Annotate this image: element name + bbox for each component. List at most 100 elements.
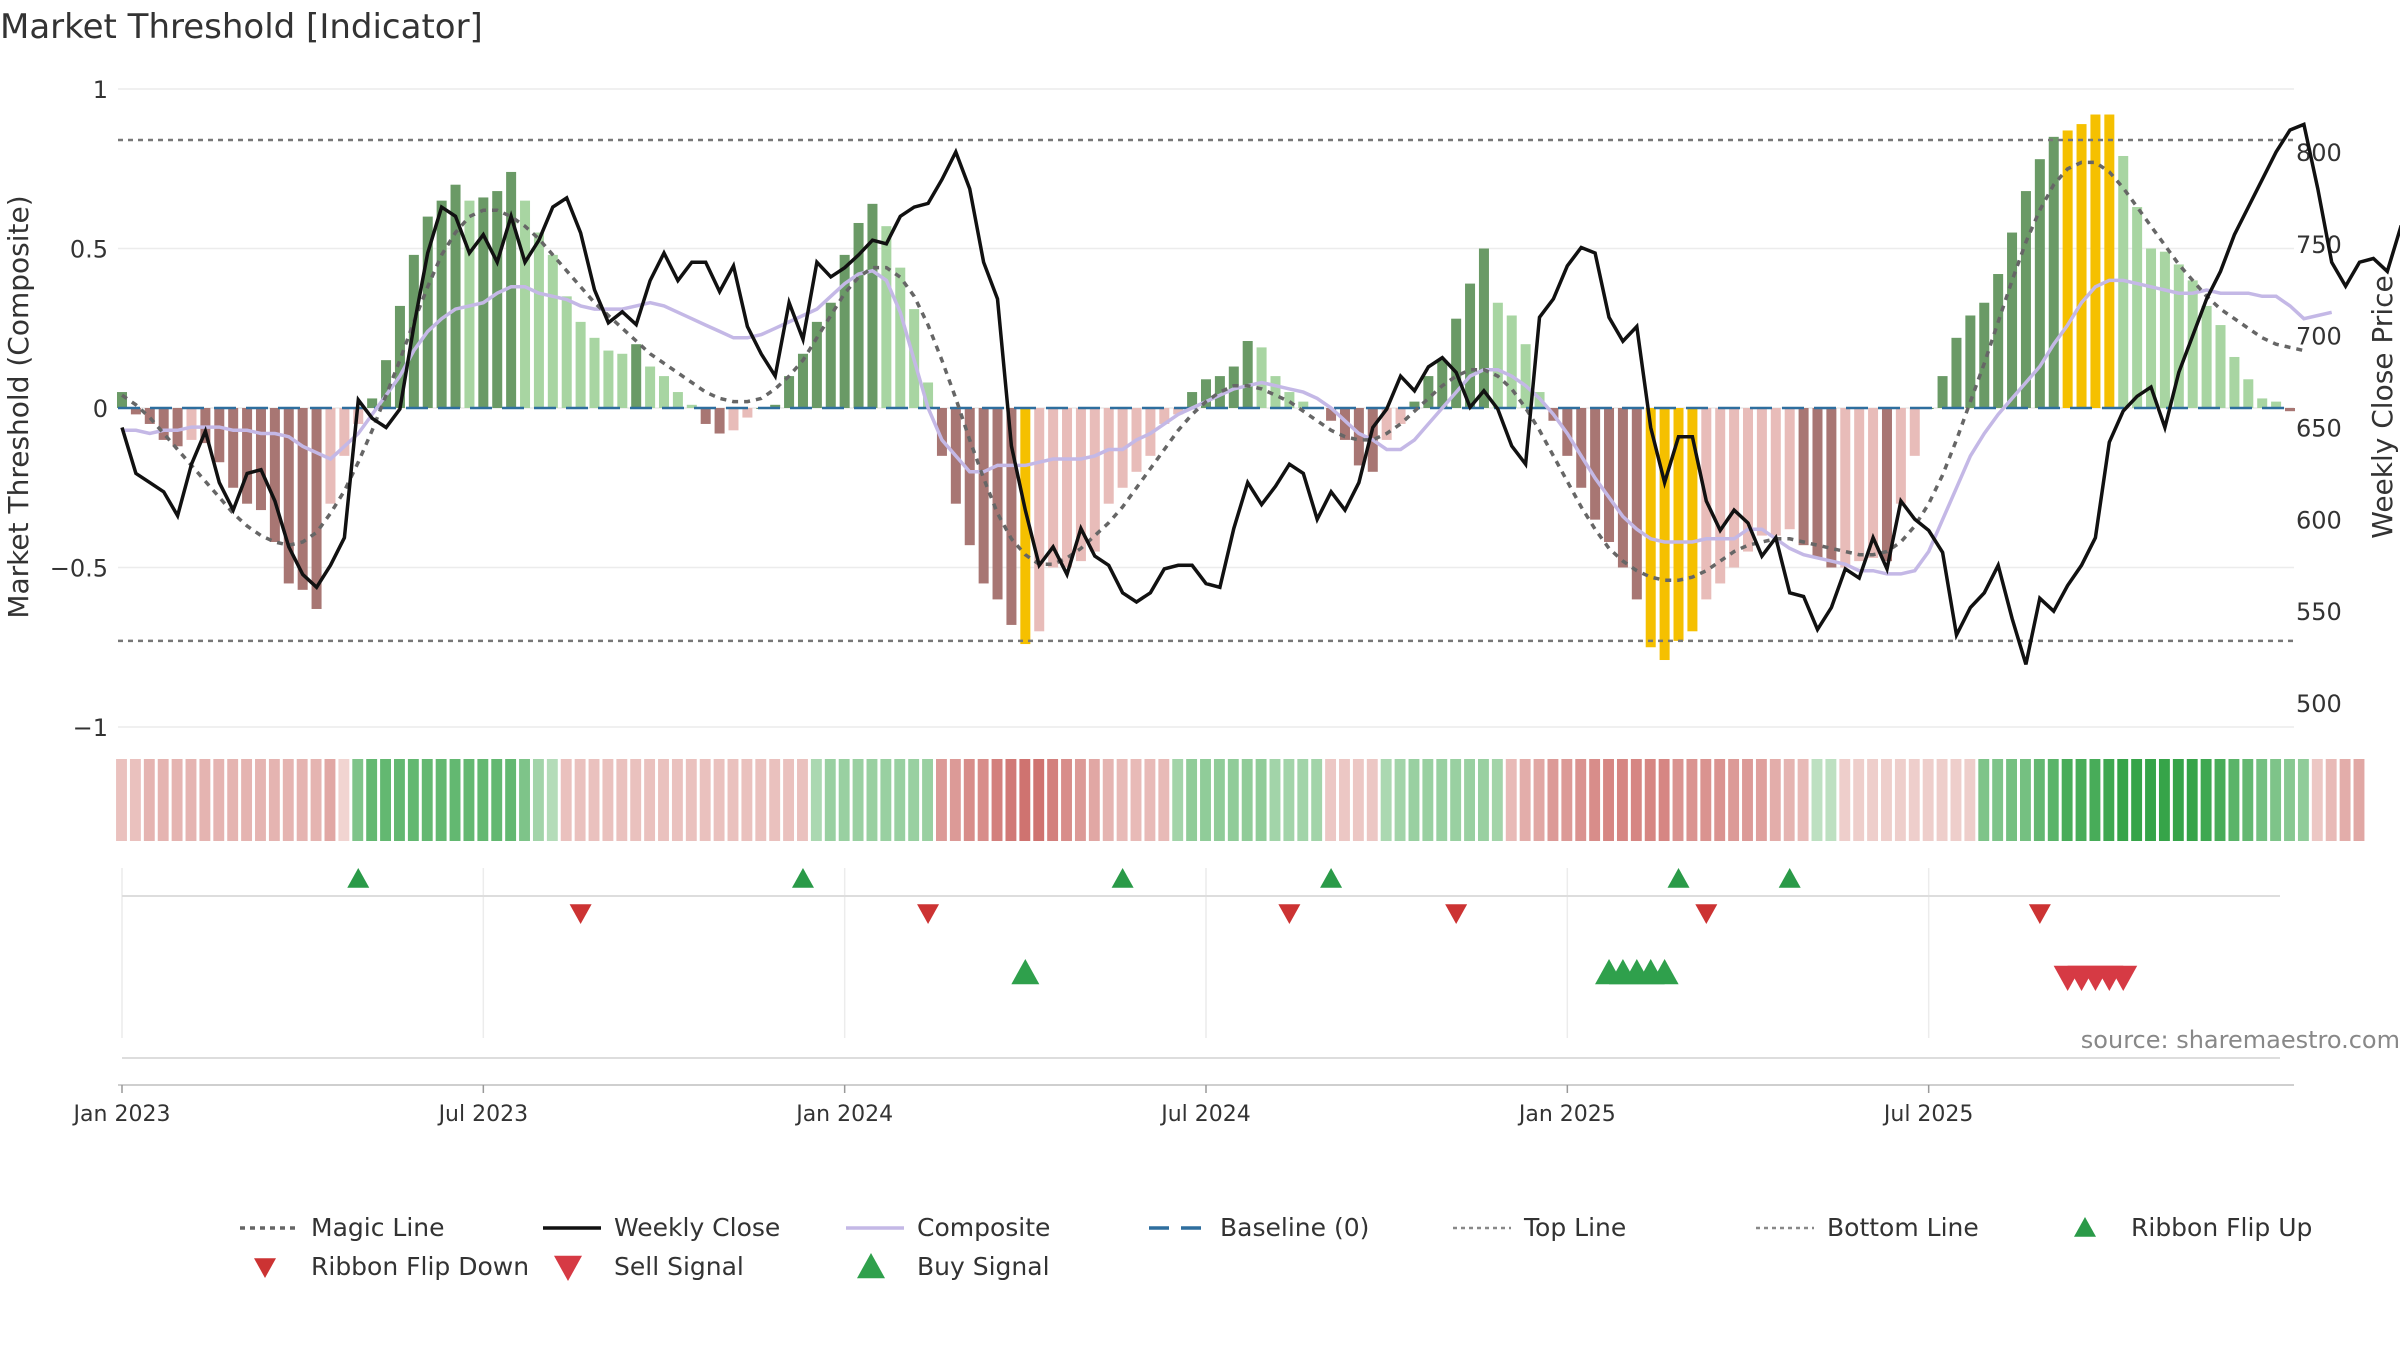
ribbon-cell bbox=[1297, 759, 1309, 841]
ribbon-cell bbox=[407, 759, 419, 841]
y-tick-label: 0 bbox=[93, 395, 108, 423]
ribbon-cell bbox=[1464, 759, 1475, 841]
ribbon-cell bbox=[588, 759, 600, 841]
composite-bar bbox=[881, 226, 892, 408]
ribbon-cell bbox=[1213, 759, 1225, 841]
x-tick-label: Jan 2023 bbox=[72, 1102, 171, 1127]
y2-axis-label: Weekly Close Price bbox=[2366, 275, 2399, 538]
composite-bar bbox=[325, 408, 336, 504]
composite-bar bbox=[1339, 408, 1350, 440]
buy-signal-marker bbox=[1011, 959, 1040, 985]
ribbon-cell bbox=[852, 759, 864, 841]
ribbon-cell bbox=[2242, 759, 2254, 841]
ribbon-cell bbox=[699, 759, 711, 841]
composite-bar bbox=[1020, 408, 1031, 645]
ribbon-flip-down-marker bbox=[1695, 904, 1718, 924]
composite-bar bbox=[2215, 325, 2226, 408]
ribbon-cell bbox=[2033, 759, 2045, 841]
sell-signal-marker bbox=[2109, 965, 2138, 991]
composite-bar bbox=[700, 408, 711, 424]
composite-bar bbox=[658, 376, 670, 408]
composite-bar bbox=[1937, 376, 1948, 408]
composite-bar bbox=[255, 408, 266, 511]
ribbon-cell bbox=[505, 759, 517, 841]
composite-bar bbox=[436, 200, 447, 408]
ribbon-cell bbox=[2006, 759, 2017, 841]
ribbon-flip-up-marker bbox=[1667, 868, 1690, 888]
composite-bar bbox=[1826, 408, 1837, 568]
legend-label: Buy Signal bbox=[917, 1252, 1050, 1281]
ribbon-cell bbox=[936, 759, 947, 841]
main-panel: 1 0.5 0 −0.5 −1 800 750 700 650 600 550 500 bbox=[50, 76, 2400, 742]
composite-bar bbox=[1979, 302, 1990, 408]
ribbon-cell bbox=[116, 759, 127, 841]
ribbon-flip-down-marker bbox=[1445, 904, 1468, 924]
ribbon-cell bbox=[727, 759, 739, 841]
composite-bar bbox=[547, 254, 558, 408]
ribbon-cell bbox=[644, 759, 656, 841]
composite-bar bbox=[2090, 114, 2101, 409]
ribbon-panel bbox=[116, 759, 2365, 841]
composite-bar bbox=[1645, 408, 1656, 648]
composite-bar bbox=[367, 398, 378, 408]
ribbon-cell bbox=[519, 759, 530, 841]
composite-bar bbox=[1770, 408, 1781, 536]
y2-tick-label: 650 bbox=[2296, 415, 2342, 443]
ribbon-cell bbox=[713, 759, 725, 841]
composite-bar bbox=[1478, 248, 1489, 408]
composite-bar bbox=[853, 222, 864, 408]
composite-bar bbox=[1576, 408, 1587, 488]
y-tick-label: −1 bbox=[73, 714, 108, 742]
composite-bar bbox=[2159, 251, 2170, 408]
ribbon-cell bbox=[2020, 759, 2031, 841]
ribbon-cell bbox=[769, 759, 781, 841]
composite-bar bbox=[2020, 191, 2031, 408]
composite-bar bbox=[1284, 392, 1295, 408]
composite-bar bbox=[2201, 305, 2212, 408]
composite-bar bbox=[1200, 379, 1212, 408]
composite-bar bbox=[1506, 315, 1517, 408]
ribbon-cell bbox=[838, 759, 850, 841]
composite-bar bbox=[1270, 376, 1281, 408]
ribbon-cell bbox=[1575, 759, 1587, 841]
ribbon-cell bbox=[1158, 759, 1170, 841]
composite-bar bbox=[728, 408, 739, 431]
legend-item: Ribbon Flip Up bbox=[2074, 1213, 2312, 1242]
composite-bar bbox=[394, 305, 405, 408]
ribbon-flip-up-marker bbox=[1778, 868, 1801, 888]
ribbon-cell bbox=[491, 759, 503, 841]
composite-bar bbox=[2007, 232, 2018, 408]
ribbon-cell bbox=[1769, 759, 1781, 841]
ribbon-cell bbox=[546, 759, 558, 841]
composite-bar bbox=[1965, 315, 1976, 408]
composite-bar bbox=[770, 404, 781, 408]
composite-bar bbox=[2187, 280, 2198, 408]
y2-tick-label: 800 bbox=[2296, 139, 2342, 167]
legend-swatch bbox=[2074, 1217, 2096, 1237]
ribbon-cell bbox=[1839, 759, 1851, 841]
ribbon-cell bbox=[1742, 759, 1753, 841]
ribbon-cell bbox=[2089, 759, 2101, 841]
ribbon-cell bbox=[1755, 759, 1767, 841]
ribbon-cell bbox=[2311, 759, 2323, 841]
composite-bar bbox=[2173, 264, 2184, 408]
legend-item: Ribbon Flip Down bbox=[254, 1252, 529, 1281]
legend-label: Composite bbox=[917, 1213, 1050, 1242]
composite-bar bbox=[1409, 401, 1420, 408]
ribbon-cell bbox=[2339, 759, 2351, 841]
composite-bar bbox=[1798, 408, 1809, 546]
legend-label: Ribbon Flip Up bbox=[2131, 1213, 2312, 1242]
ribbon-cell bbox=[880, 759, 892, 841]
composite-bar bbox=[1214, 376, 1225, 408]
ribbon-cell bbox=[2158, 759, 2170, 841]
ribbon-cell bbox=[824, 759, 836, 841]
ribbon-cell bbox=[1311, 759, 1323, 841]
composite-bar bbox=[2104, 114, 2115, 409]
composite-bar bbox=[1854, 408, 1865, 562]
ribbon-cell bbox=[1352, 759, 1364, 841]
composite-bar bbox=[1673, 408, 1684, 641]
ribbon-cell bbox=[1366, 759, 1378, 841]
ribbon-cell bbox=[1478, 759, 1489, 841]
ribbon-cell bbox=[1616, 759, 1628, 841]
